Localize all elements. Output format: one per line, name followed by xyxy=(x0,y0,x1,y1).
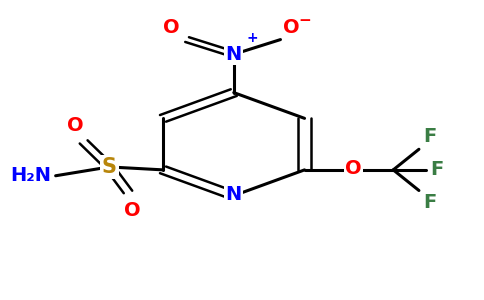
Text: S: S xyxy=(102,157,117,177)
Text: O: O xyxy=(283,18,300,37)
Text: F: F xyxy=(431,160,444,179)
Text: N: N xyxy=(226,45,242,64)
Text: O: O xyxy=(164,18,180,37)
Text: O: O xyxy=(345,159,362,178)
Text: O: O xyxy=(67,116,84,134)
Text: +: + xyxy=(247,32,258,46)
Text: −: − xyxy=(298,14,311,28)
Text: N: N xyxy=(226,185,242,204)
Text: F: F xyxy=(424,127,437,146)
Text: H₂N: H₂N xyxy=(10,166,51,185)
Text: O: O xyxy=(124,201,141,220)
Text: F: F xyxy=(424,194,437,212)
